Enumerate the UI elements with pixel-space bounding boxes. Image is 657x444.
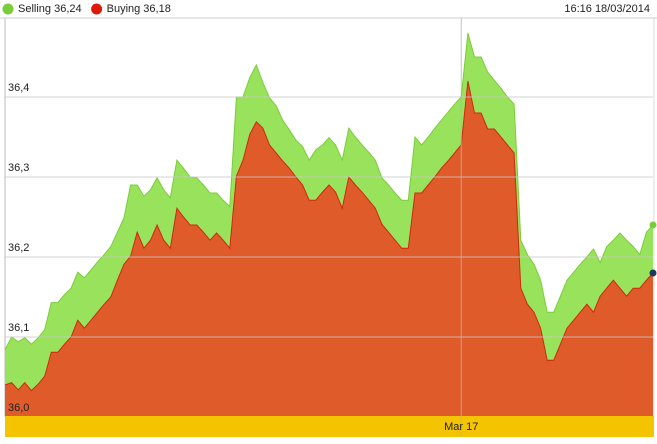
y-tick-label: 36,2	[8, 242, 29, 254]
area-line	[4, 80, 654, 392]
y-tick-label: 36,4	[8, 82, 29, 94]
legend-swatch	[91, 3, 103, 15]
y-tick-label: 36,0	[8, 402, 29, 414]
x-tick-label: Mar 17	[444, 421, 478, 433]
x-axis-band	[5, 416, 654, 437]
end-marker	[649, 221, 657, 229]
timestamp: 16:16 18/03/2014	[564, 3, 650, 15]
y-tick-label: 36,3	[8, 162, 29, 174]
area	[5, 81, 653, 417]
legend-label: Buying 36,18	[107, 3, 171, 15]
area-line	[4, 32, 654, 351]
y-tick-label: 36,1	[8, 322, 29, 334]
legend-swatch	[2, 3, 14, 15]
end-marker	[649, 269, 657, 277]
legend-label: Selling 36,24	[18, 3, 82, 15]
